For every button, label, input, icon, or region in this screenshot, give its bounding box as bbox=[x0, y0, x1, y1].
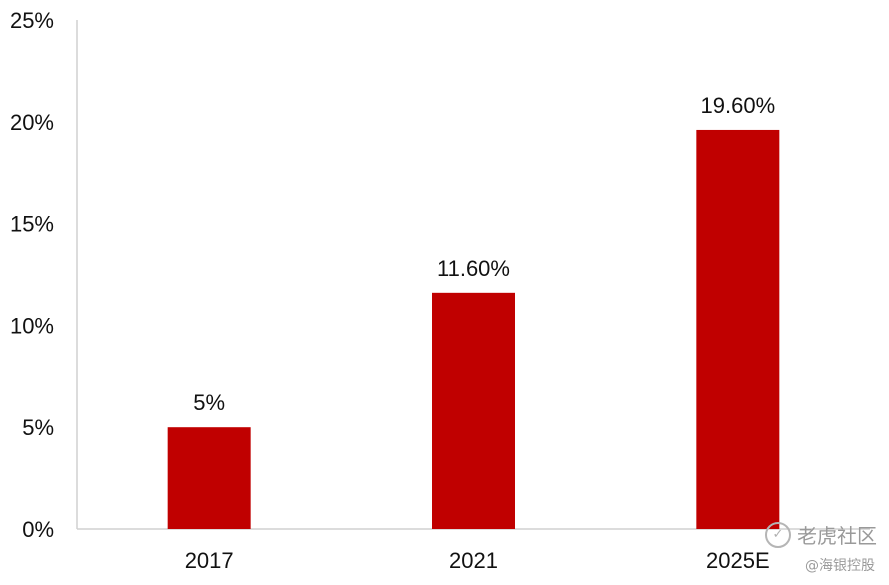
watermark-main-text: 老虎社区 bbox=[797, 524, 877, 548]
watermark-main: ✓ 老虎社区 bbox=[765, 520, 877, 549]
bar-data-label: 11.60% bbox=[437, 256, 510, 281]
x-tick-label: 2017 bbox=[185, 548, 234, 573]
tiger-logo-icon: ✓ bbox=[765, 521, 791, 548]
bar-data-label: 19.60% bbox=[701, 93, 776, 118]
y-tick-label: 5% bbox=[22, 415, 54, 440]
x-tick-label: 2021 bbox=[449, 548, 498, 573]
y-tick-label: 25% bbox=[10, 8, 54, 33]
bar bbox=[432, 292, 515, 529]
y-tick-label: 15% bbox=[10, 212, 54, 237]
bar bbox=[696, 129, 780, 529]
bar bbox=[167, 427, 251, 529]
y-tick-label: 0% bbox=[22, 517, 54, 542]
x-tick-label: 2025E bbox=[706, 548, 770, 573]
watermark-sub: @海银控股 bbox=[805, 558, 875, 574]
bar-data-label: 5% bbox=[193, 390, 225, 415]
y-tick-label: 20% bbox=[10, 110, 54, 135]
y-tick-label: 10% bbox=[10, 313, 54, 338]
